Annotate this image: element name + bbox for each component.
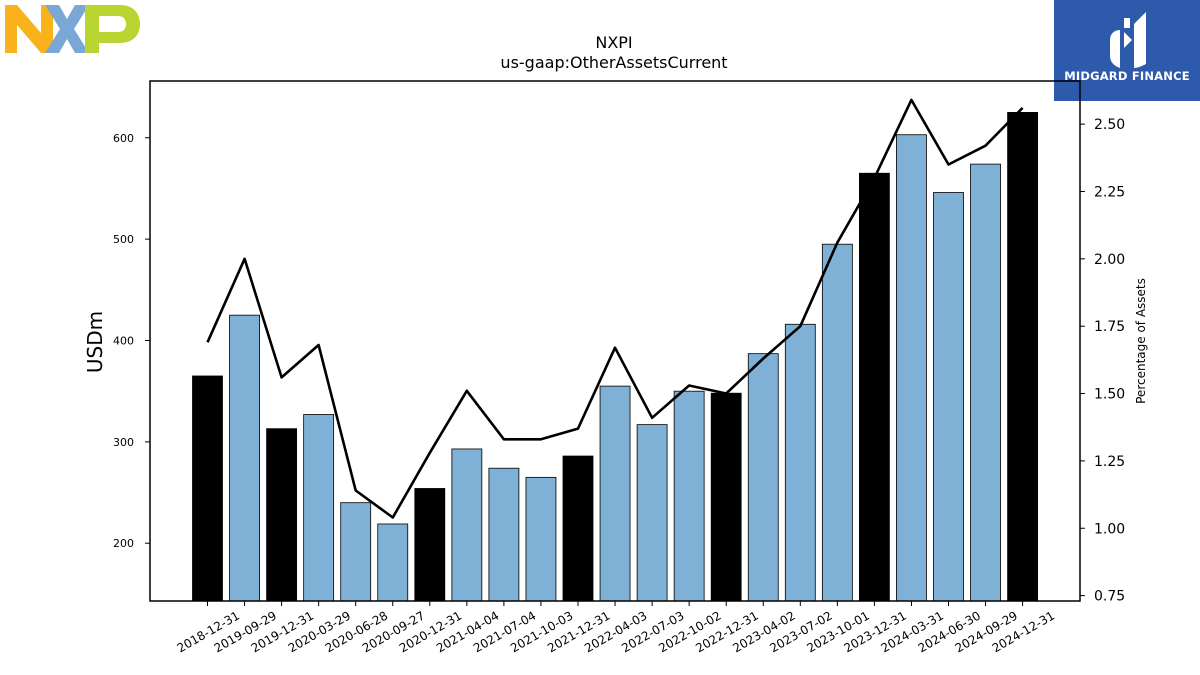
bar: [414, 488, 446, 602]
bar: [303, 414, 335, 602]
y2-tick-label: 1.50: [1094, 387, 1125, 403]
bar: [859, 172, 890, 602]
bar: [229, 314, 260, 602]
brand-name: MIDGARD FINANCE: [1064, 69, 1190, 83]
midgard-finance-logo: MIDGARD FINANCE: [1054, 0, 1200, 101]
y2-tick-label: 2.00: [1094, 252, 1125, 268]
chart-title: NXPI: [595, 33, 632, 52]
y-tick-label: 300: [113, 436, 134, 449]
nxp-logo-p-shape: [85, 5, 140, 53]
bar: [488, 467, 520, 602]
bar: [192, 375, 223, 602]
bar: [784, 323, 816, 602]
y2-tick-label: 1.25: [1094, 454, 1125, 470]
nxp-logo: [5, 5, 140, 53]
nxp-logo-n-shape: [5, 5, 53, 53]
bar: [933, 192, 964, 602]
bar: [377, 523, 409, 602]
midgard-mark-icon: [1110, 12, 1146, 68]
bar: [599, 385, 631, 602]
bar: [896, 134, 927, 602]
chart-subtitle: us-gaap:OtherAssetsCurrent: [500, 53, 727, 72]
bar: [747, 353, 779, 602]
line-group: [206, 98, 1024, 519]
bar: [525, 476, 557, 602]
y2-tick-label: 2.25: [1094, 184, 1125, 200]
y2-tick-label: 1.75: [1094, 319, 1125, 335]
nxp-logo-x-shape: [45, 5, 89, 53]
bar: [970, 163, 1001, 602]
y-tick-label: 200: [113, 537, 134, 550]
bar: [821, 243, 853, 602]
percentage-line: [206, 98, 1024, 519]
bar: [1007, 112, 1038, 602]
bar: [636, 424, 668, 602]
bars-group: [192, 112, 1038, 602]
bar: [710, 392, 742, 602]
y-axis-label: USDm: [83, 311, 107, 373]
y2-tick-label: 0.75: [1094, 589, 1125, 605]
y2-tick-label: 2.50: [1094, 117, 1125, 133]
y2-axis-label: Percentage of Assets: [1134, 278, 1148, 404]
y-tick-label: 600: [113, 132, 134, 145]
bar: [266, 428, 298, 602]
bar: [340, 502, 372, 602]
y-tick-label: 400: [113, 334, 134, 347]
y2-tick-label: 1.00: [1094, 521, 1125, 537]
y-tick-label: 500: [113, 233, 134, 246]
bar: [451, 448, 483, 602]
bar: [562, 455, 594, 602]
bar: [673, 390, 705, 602]
